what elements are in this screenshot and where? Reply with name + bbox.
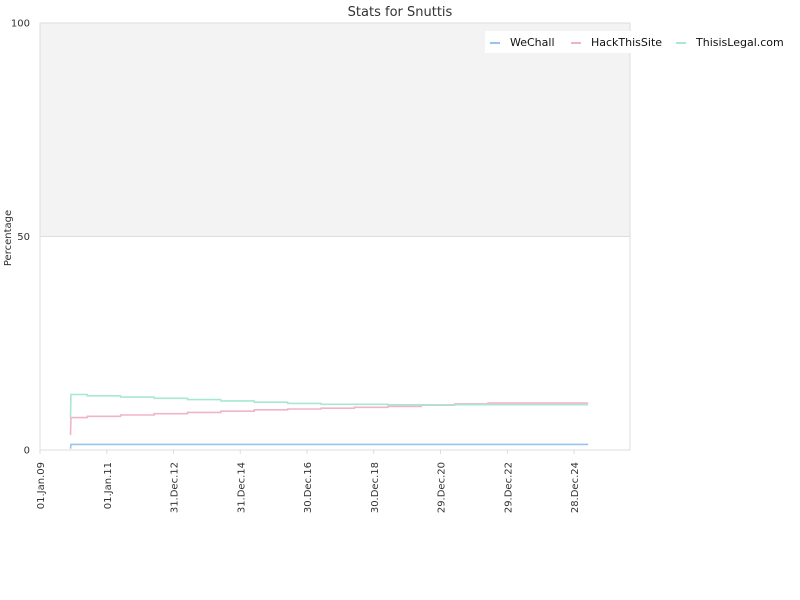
series-line-thisislegal-com bbox=[69, 393, 589, 418]
plot-frame bbox=[39, 22, 631, 451]
x-tick-label: 31.Dec.14 bbox=[236, 462, 247, 513]
x-tick-label: 30.Dec.18 bbox=[370, 462, 381, 513]
x-tick-label: 29.Dec.20 bbox=[437, 462, 448, 513]
legend: WeChall HackThisSite ThisisLegal.com bbox=[485, 31, 784, 53]
legend-entry: HackThisSite bbox=[591, 36, 662, 49]
x-tick-label: 01.Jan.11 bbox=[103, 462, 114, 509]
series-layer bbox=[69, 393, 589, 449]
legend-box bbox=[485, 31, 781, 53]
plot-area bbox=[39, 22, 631, 451]
y-tick-label: 0 bbox=[24, 446, 30, 457]
legend-entry: ThisisLegal.com bbox=[695, 36, 784, 49]
x-tick-label: 28.Dec.24 bbox=[570, 462, 581, 513]
y-tick-label: 50 bbox=[17, 232, 30, 243]
series-line-hackthissite bbox=[69, 402, 589, 436]
upper-band bbox=[40, 23, 630, 237]
y-axis-label: Percentage bbox=[3, 210, 14, 266]
x-tick-label: 30.Dec.16 bbox=[303, 462, 314, 513]
x-tick-label: 01.Jan.09 bbox=[36, 462, 47, 509]
x-tick-label: 29.Dec.22 bbox=[503, 462, 514, 513]
y-axis-ticks: 0 50 100 bbox=[11, 19, 30, 457]
legend-entry: WeChall bbox=[510, 36, 555, 49]
series-line-wechall bbox=[69, 443, 589, 449]
x-tick-label: 31.Dec.12 bbox=[170, 462, 181, 513]
x-axis-ticks: 01.Jan.09 01.Jan.11 31.Dec.12 31.Dec.14 30.D… bbox=[36, 450, 581, 513]
y-tick-label: 100 bbox=[11, 19, 30, 30]
chart-title: Stats for Snuttis bbox=[348, 5, 453, 20]
